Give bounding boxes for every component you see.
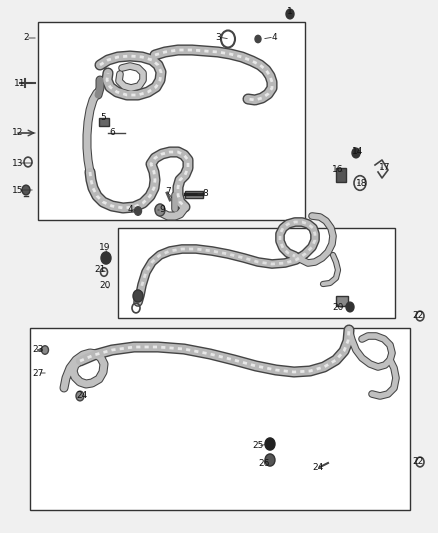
Text: 5: 5 [100,114,106,123]
Text: 21: 21 [94,265,106,274]
Text: 20: 20 [332,303,344,312]
Circle shape [76,391,84,401]
Circle shape [346,302,354,312]
Circle shape [133,290,143,302]
Text: 7: 7 [165,188,171,197]
Text: 16: 16 [332,166,344,174]
Text: 27: 27 [32,368,44,377]
Bar [38,22,305,220]
Text: 22: 22 [412,311,424,320]
Text: 20: 20 [99,280,111,289]
Bar [118,228,395,318]
Text: 1: 1 [287,7,293,17]
Circle shape [22,185,30,195]
Circle shape [255,35,261,43]
Text: 9: 9 [159,206,165,214]
Bar [336,296,348,306]
Text: 4: 4 [271,33,277,42]
Text: 8: 8 [202,190,208,198]
Circle shape [265,438,275,450]
Circle shape [134,207,141,215]
Text: 18: 18 [356,179,368,188]
Circle shape [286,9,294,19]
Circle shape [155,204,165,216]
Circle shape [352,148,360,158]
Text: 24: 24 [312,463,324,472]
Bar [185,191,203,198]
Text: 15: 15 [12,185,24,195]
Text: 2: 2 [23,34,29,43]
Text: 26: 26 [258,459,270,469]
Text: 12: 12 [12,128,24,138]
Bar [336,168,346,182]
Text: 4: 4 [127,205,133,214]
Text: 22: 22 [412,457,424,466]
Circle shape [101,252,111,264]
Text: 17: 17 [379,164,391,173]
Text: 25: 25 [252,441,264,450]
Text: 3: 3 [215,33,221,42]
Text: 24: 24 [76,392,88,400]
Circle shape [42,346,49,354]
Bar [30,328,410,510]
Text: 19: 19 [99,244,111,253]
Text: 6: 6 [109,128,115,138]
Circle shape [265,454,275,466]
Bar [99,118,109,126]
Text: 14: 14 [352,148,364,157]
Text: 11: 11 [14,78,26,87]
Text: 13: 13 [12,158,24,167]
Text: 23: 23 [32,345,44,354]
